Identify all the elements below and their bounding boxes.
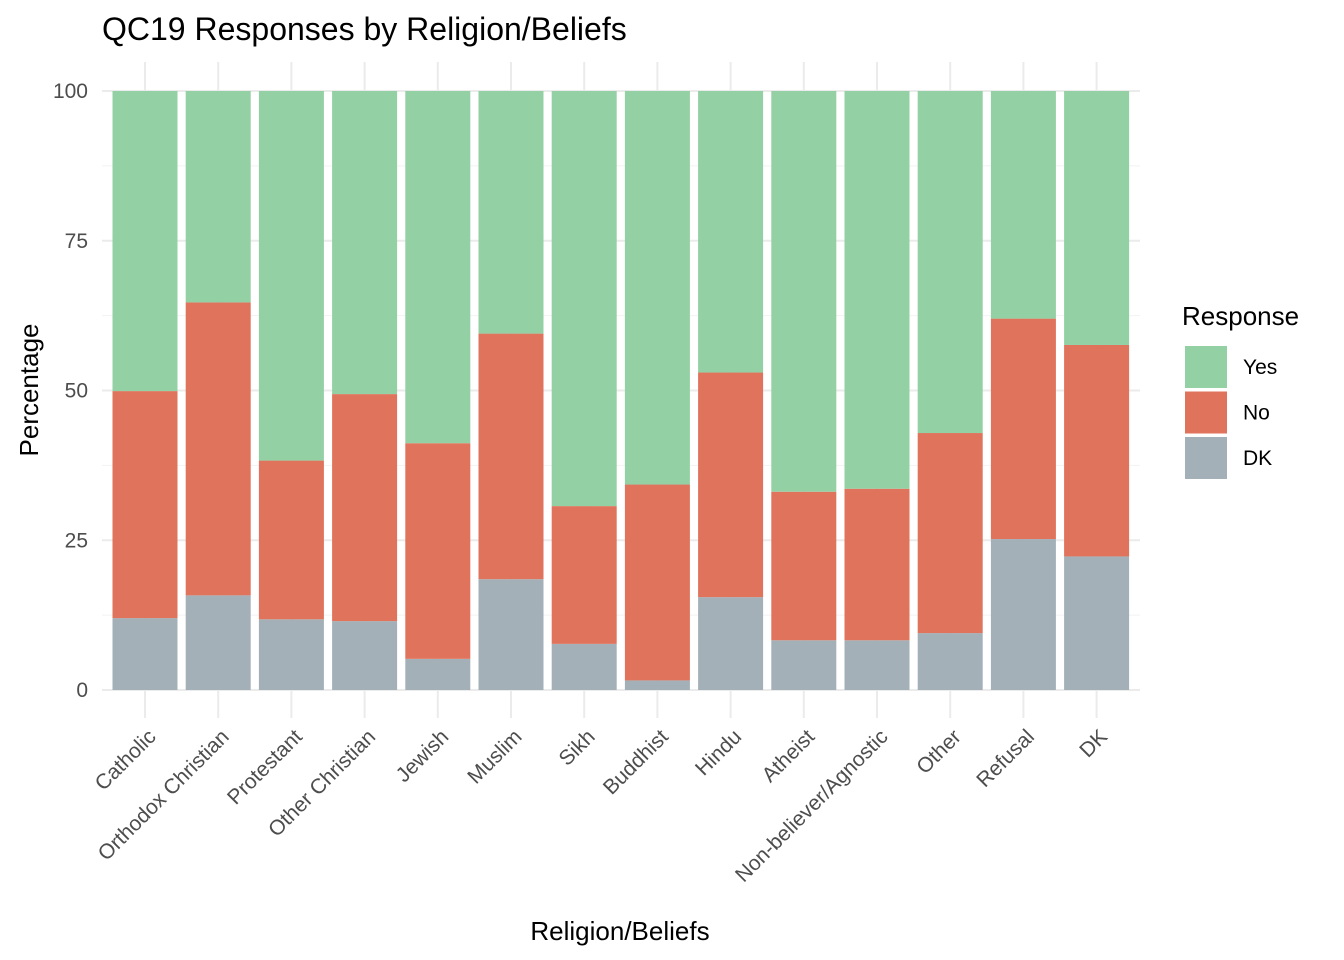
bar-segment-dk [112, 618, 178, 690]
x-tick-label: Catholic [91, 725, 161, 795]
y-tick-label: 100 [53, 80, 88, 103]
chart-title: QC19 Responses by Religion/Beliefs [102, 11, 627, 47]
x-tick-label: Muslim [463, 725, 526, 788]
bars [112, 91, 1130, 690]
legend-key-dk [1185, 437, 1227, 479]
bar-segment-yes [478, 91, 544, 334]
bar-segment-yes [844, 91, 910, 489]
bar-segment-dk [844, 640, 910, 690]
x-tick-label: Refusal [972, 725, 1039, 792]
x-tick-label: Buddhist [599, 725, 673, 799]
bar-segment-no [551, 506, 617, 644]
bar-segment-yes [1064, 91, 1130, 345]
bar-segment-yes [990, 91, 1056, 319]
legend-key-no [1185, 391, 1227, 434]
x-tick-label: Non-believer/Agnostic [731, 725, 893, 887]
bar-segment-dk [551, 643, 617, 690]
y-axis-ticks: 0 25 50 75 100 [53, 80, 88, 702]
legend-label-yes: Yes [1243, 356, 1277, 379]
x-tick-label: DK [1075, 725, 1112, 762]
bar-segment-dk [405, 658, 471, 690]
bar-segment-no [112, 391, 178, 619]
bar-segment-no [917, 433, 983, 634]
legend-label-dk: DK [1243, 447, 1272, 470]
y-tick-label: 25 [65, 529, 88, 552]
x-tick-label: Atheist [758, 725, 820, 787]
bar-segment-yes [258, 91, 324, 461]
bar-segment-yes [185, 91, 251, 303]
bar-segment-yes [624, 91, 690, 485]
bar-segment-no [844, 488, 910, 641]
bar-segment-no [698, 372, 764, 598]
x-axis-title: Religion/Beliefs [530, 916, 709, 946]
bar-segment-yes [332, 91, 398, 395]
bar-segment-dk [478, 579, 544, 690]
legend-title: Response [1182, 301, 1299, 331]
legend: Response Yes No DK [1182, 301, 1299, 479]
bar-segment-dk [917, 633, 983, 690]
x-tick-label: Hindu [691, 725, 746, 780]
bar-segment-dk [990, 539, 1056, 690]
bar-segment-no [332, 394, 398, 622]
bar-segment-dk [771, 640, 837, 690]
bar-segment-dk [624, 680, 690, 690]
bar-segment-dk [258, 619, 324, 690]
bar-segment-no [624, 484, 690, 681]
bar-segment-no [478, 333, 544, 580]
bar-segment-yes [771, 91, 837, 492]
bar-segment-no [990, 318, 1056, 540]
bar-segment-dk [1064, 556, 1130, 690]
bar-segment-no [258, 460, 324, 620]
y-tick-label: 75 [65, 230, 88, 253]
x-tick-label: Sikh [555, 725, 600, 770]
grid [102, 62, 1140, 718]
x-tick-label: Other [912, 725, 965, 778]
bar-segment-dk [332, 621, 398, 690]
bar-segment-yes [698, 91, 764, 373]
bar-segment-no [1064, 344, 1130, 557]
bar-segment-yes [405, 91, 471, 444]
bar-segment-yes [112, 91, 178, 392]
x-tick-label: Orthodox Christian [94, 725, 234, 865]
bar-segment-dk [185, 595, 251, 690]
bar-segment-no [185, 302, 251, 596]
y-axis-title: Percentage [14, 324, 44, 457]
bar-segment-no [771, 491, 837, 641]
y-tick-label: 50 [65, 380, 88, 403]
bar-segment-no [405, 443, 471, 659]
x-tick-label: Jewish [392, 725, 454, 787]
y-tick-label: 0 [76, 679, 88, 702]
bar-segment-dk [698, 597, 764, 690]
legend-key-yes [1185, 346, 1227, 388]
bar-segment-yes [917, 91, 983, 434]
bar-segment-yes [551, 91, 617, 507]
legend-label-no: No [1243, 402, 1270, 425]
